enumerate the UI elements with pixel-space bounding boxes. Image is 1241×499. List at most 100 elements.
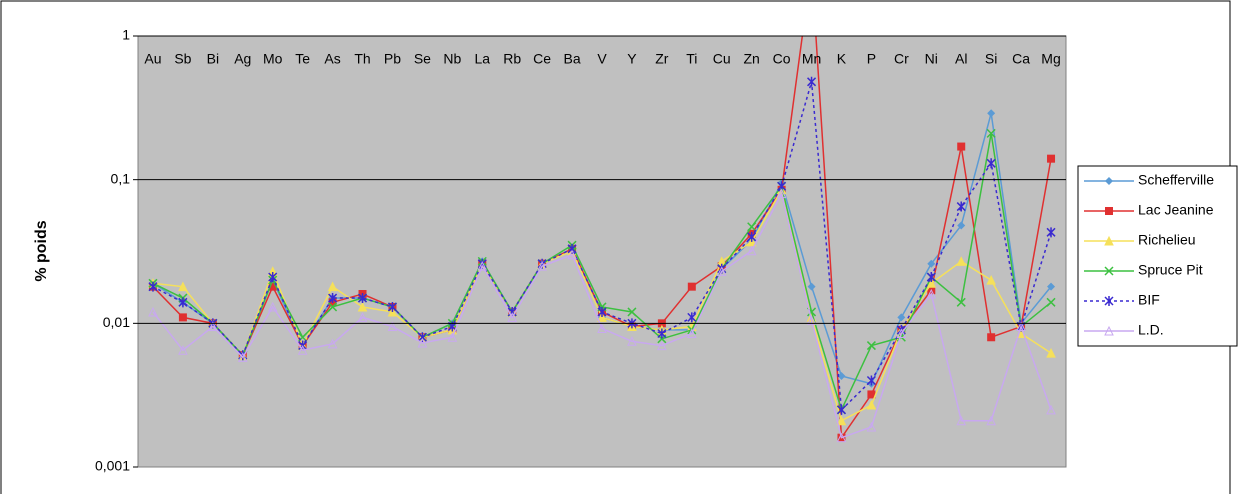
marker: [986, 415, 996, 426]
marker: [1104, 325, 1114, 336]
marker: [986, 274, 996, 285]
x-tick-label: Rb: [503, 51, 521, 67]
marker: [447, 332, 458, 342]
marker: [148, 306, 158, 317]
marker: [1016, 321, 1026, 332]
marker: [866, 341, 876, 351]
marker: [297, 345, 308, 355]
x-tick-label: Mo: [263, 51, 283, 67]
x-tick-label: Sb: [174, 51, 191, 67]
marker: [746, 245, 757, 256]
marker: [897, 313, 906, 322]
x-tick-label: Th: [354, 51, 370, 67]
marker: [687, 282, 696, 291]
marker: [926, 278, 937, 288]
x-tick-label: Al: [955, 51, 967, 67]
x-tick-label: Te: [295, 51, 310, 67]
y-tick-label: 1: [122, 27, 130, 43]
marker: [357, 312, 368, 322]
marker: [597, 306, 607, 317]
marker: [178, 297, 188, 308]
plot-area: [137, 35, 1067, 468]
marker: [1047, 282, 1056, 291]
marker: [567, 243, 577, 254]
legend-label: Richelieu: [1138, 232, 1196, 248]
marker: [537, 261, 547, 271]
marker: [926, 288, 937, 299]
marker: [866, 375, 876, 386]
marker: [957, 142, 966, 151]
marker: [357, 301, 368, 312]
legend-label: L.D.: [1138, 322, 1164, 338]
marker: [927, 259, 936, 268]
marker: [956, 201, 966, 212]
marker: [687, 312, 697, 323]
series-line: [152, 191, 1052, 439]
marker: [807, 76, 817, 87]
y-axis-title: % poids: [33, 220, 50, 281]
marker: [956, 297, 966, 307]
marker: [657, 328, 667, 339]
marker: [1105, 177, 1113, 185]
x-tick-label: K: [837, 51, 847, 67]
y-tick-label: 0,01: [103, 314, 130, 330]
marker: [747, 222, 757, 232]
x-tick-label: V: [597, 51, 607, 67]
marker: [237, 352, 248, 362]
marker: [1105, 207, 1113, 215]
marker: [956, 256, 967, 266]
x-tick-label: Cu: [713, 51, 731, 67]
marker: [1104, 266, 1114, 276]
marker: [507, 312, 518, 322]
marker: [807, 282, 816, 291]
marker: [866, 399, 877, 410]
marker: [208, 321, 218, 332]
marker: [867, 390, 876, 399]
marker: [987, 333, 996, 342]
marker: [686, 328, 697, 338]
marker: [747, 231, 757, 242]
marker: [627, 307, 637, 317]
marker: [1046, 297, 1056, 307]
marker: [178, 345, 188, 355]
marker: [357, 293, 368, 304]
marker: [387, 321, 398, 332]
marker: [417, 337, 428, 348]
marker: [836, 432, 847, 443]
marker: [837, 371, 846, 380]
marker: [1104, 296, 1114, 306]
marker: [806, 315, 817, 325]
marker: [957, 221, 966, 230]
marker: [716, 266, 727, 276]
x-tick-label: Ag: [234, 51, 251, 67]
marker: [776, 188, 787, 199]
x-tick-label: Mg: [1041, 51, 1060, 67]
marker: [657, 340, 667, 351]
legend-label: Schefferville: [1138, 172, 1214, 188]
plot: [148, 36, 1056, 443]
x-tick-label: Pb: [384, 51, 401, 67]
marker: [268, 272, 278, 283]
marker: [178, 313, 187, 322]
x-tick-label: Ni: [925, 51, 938, 67]
x-tick-label: P: [867, 51, 876, 67]
marker: [507, 306, 517, 317]
marker: [896, 328, 907, 338]
x-tick-label: Ce: [533, 51, 551, 67]
marker: [148, 281, 158, 292]
x-tick-label: Co: [773, 51, 791, 67]
marker: [387, 301, 397, 312]
marker: [986, 158, 996, 169]
marker: [327, 281, 338, 292]
marker: [328, 293, 338, 304]
x-tick-label: Ti: [686, 51, 697, 67]
y-tick-label: 0,1: [111, 170, 131, 186]
marker: [956, 415, 967, 426]
legend-label: Spruce Pit: [1138, 262, 1203, 278]
marker: [836, 415, 847, 426]
marker: [567, 249, 577, 260]
marker: [328, 302, 338, 312]
marker: [417, 332, 427, 343]
legend-label: BIF: [1138, 292, 1160, 308]
